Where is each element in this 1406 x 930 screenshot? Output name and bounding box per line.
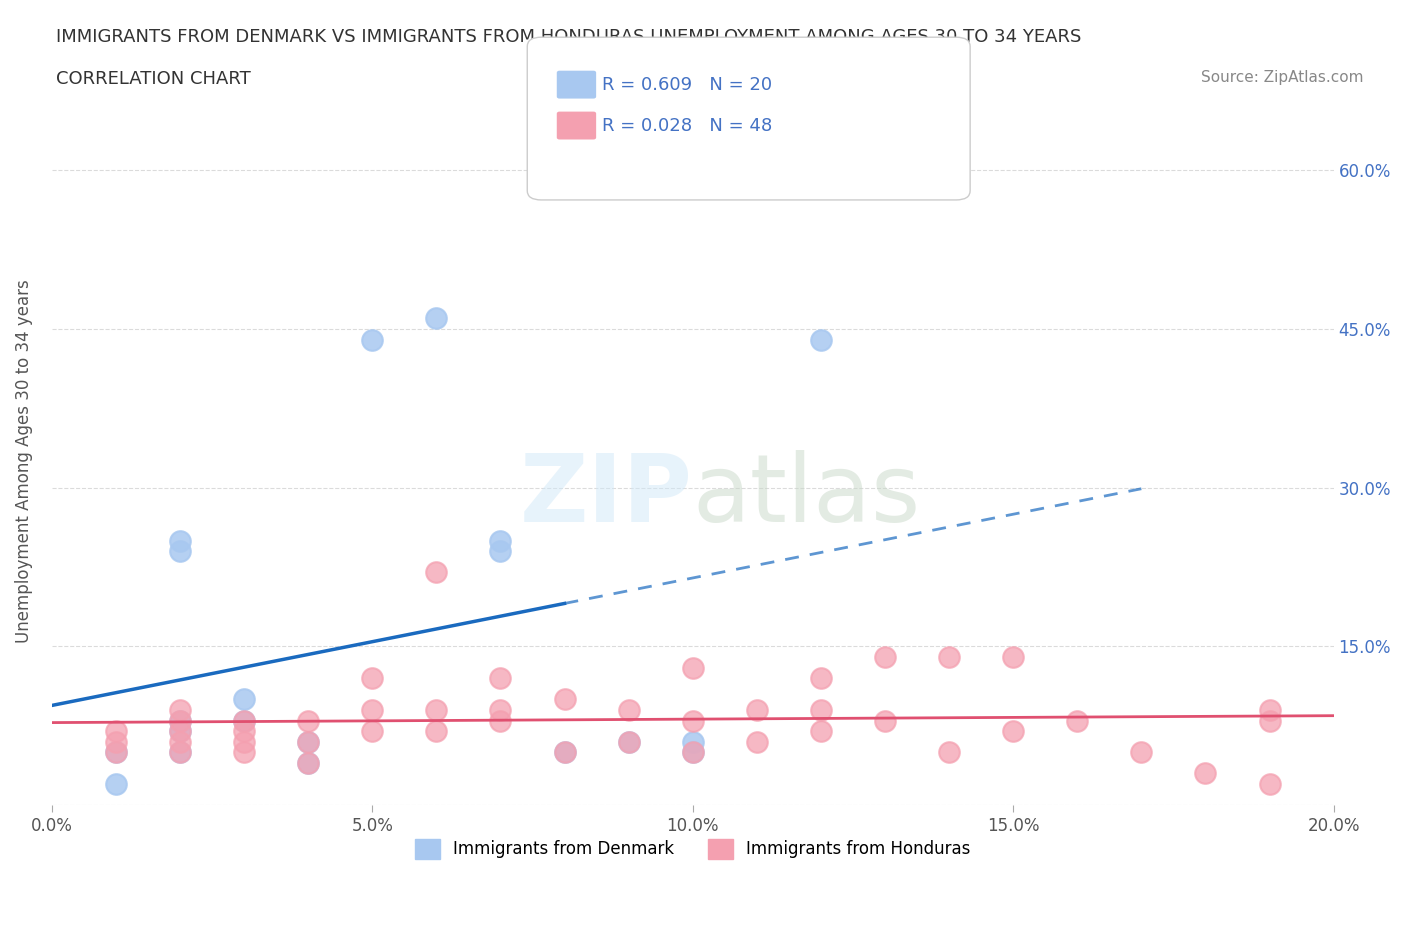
Point [169,724,191,738]
Point [489,713,512,728]
Point [425,565,447,579]
Point [169,713,191,728]
Legend: Immigrants from Denmark, Immigrants from Honduras: Immigrants from Denmark, Immigrants from… [408,832,977,866]
Point [1130,745,1153,760]
Point [745,702,768,717]
Y-axis label: Unemployment Among Ages 30 to 34 years: Unemployment Among Ages 30 to 34 years [15,279,32,644]
Point [682,660,704,675]
Point [233,713,256,728]
Point [489,544,512,559]
Point [682,713,704,728]
Point [1258,777,1281,791]
Point [169,745,191,760]
Point [169,713,191,728]
Point [169,702,191,717]
Point [617,735,640,750]
Point [297,735,319,750]
Point [297,755,319,770]
Point [425,311,447,325]
Point [682,745,704,760]
Point [233,745,256,760]
Point [1258,713,1281,728]
Point [169,735,191,750]
Point [233,735,256,750]
Point [169,724,191,738]
Point [617,702,640,717]
Point [938,650,960,665]
Point [1258,702,1281,717]
Point [104,724,127,738]
Point [233,724,256,738]
Point [745,735,768,750]
Point [617,735,640,750]
Point [1002,650,1025,665]
Text: R = 0.028   N = 48: R = 0.028 N = 48 [602,116,772,135]
Text: IMMIGRANTS FROM DENMARK VS IMMIGRANTS FROM HONDURAS UNEMPLOYMENT AMONG AGES 30 T: IMMIGRANTS FROM DENMARK VS IMMIGRANTS FR… [56,28,1081,46]
Point [489,533,512,548]
Point [1194,766,1216,781]
Point [425,702,447,717]
Point [361,671,384,685]
Point [297,735,319,750]
Point [810,724,832,738]
Point [297,755,319,770]
Text: ZIP: ZIP [520,450,693,541]
Point [489,671,512,685]
Point [104,745,127,760]
Point [104,777,127,791]
Point [810,671,832,685]
Point [169,544,191,559]
Text: R = 0.609   N = 20: R = 0.609 N = 20 [602,75,772,94]
Point [1002,724,1025,738]
Point [553,745,575,760]
Point [361,702,384,717]
Point [425,724,447,738]
Point [938,745,960,760]
Point [361,724,384,738]
Point [1066,713,1088,728]
Point [104,745,127,760]
Point [233,713,256,728]
Point [873,650,896,665]
Point [682,745,704,760]
Point [169,745,191,760]
Point [297,713,319,728]
Point [489,702,512,717]
Text: CORRELATION CHART: CORRELATION CHART [56,70,252,87]
Text: atlas: atlas [693,450,921,541]
Text: Source: ZipAtlas.com: Source: ZipAtlas.com [1201,70,1364,85]
Point [810,702,832,717]
Point [810,332,832,347]
Point [104,735,127,750]
Point [361,332,384,347]
Point [169,533,191,548]
Point [553,745,575,760]
Point [682,735,704,750]
Point [873,713,896,728]
Point [553,692,575,707]
Point [233,692,256,707]
